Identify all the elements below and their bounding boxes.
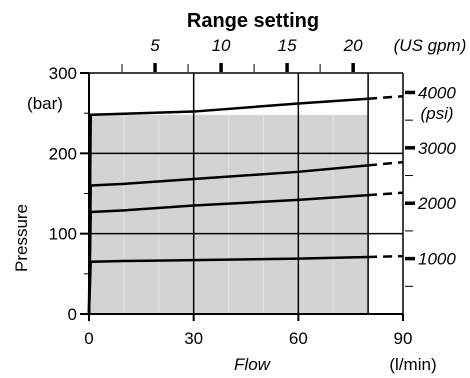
x-axis-unit: (l/min) <box>389 355 436 374</box>
y-tick-label: 100 <box>49 225 77 244</box>
series-extension-3 <box>367 160 404 167</box>
y-tick-label: 0 <box>68 305 77 324</box>
right-tick-label: 2000 <box>417 194 456 213</box>
top-tick-label: 5 <box>150 36 160 55</box>
top-tick-label: 10 <box>212 36 231 55</box>
top-axis-unit: (US gpm) <box>394 36 467 55</box>
x-tick-label: 0 <box>84 329 93 348</box>
series-extension-2 <box>368 191 404 197</box>
right-tick-label: 3000 <box>418 139 456 158</box>
y-tick-label: 300 <box>49 64 77 83</box>
y-axis-label: Pressure <box>12 204 31 272</box>
right-tick-label: 4000 <box>418 83 456 102</box>
top-tick-label: 20 <box>343 36 363 55</box>
x-tick-label: 60 <box>289 329 308 348</box>
series-extension-1 <box>368 254 404 259</box>
right-axis-unit: (psi) <box>420 104 453 123</box>
series-lines <box>87 95 404 315</box>
right-tick-label: 1000 <box>418 250 456 269</box>
top-tick-label: 15 <box>278 36 297 55</box>
series-line-4 <box>87 97 369 315</box>
series-extension-4 <box>368 95 404 100</box>
y-tick-label: 200 <box>49 144 77 163</box>
chart-title: Range setting <box>187 10 319 32</box>
x-tick-label: 90 <box>394 329 413 348</box>
x-tick-label: 30 <box>184 329 203 348</box>
x-axis-label: Flow <box>234 355 272 374</box>
y-axis-unit: (bar) <box>27 94 63 113</box>
